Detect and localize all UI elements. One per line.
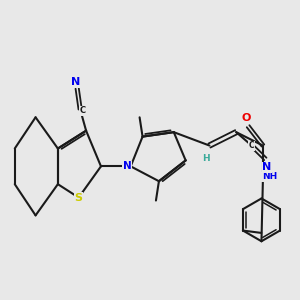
Text: NH: NH	[262, 172, 277, 181]
Text: N: N	[123, 161, 131, 171]
Text: H: H	[202, 154, 210, 163]
Text: N: N	[71, 77, 80, 87]
Text: N: N	[262, 162, 272, 172]
Text: C: C	[249, 141, 254, 150]
Text: C: C	[80, 106, 85, 115]
Text: S: S	[75, 193, 83, 202]
Text: O: O	[241, 113, 250, 123]
